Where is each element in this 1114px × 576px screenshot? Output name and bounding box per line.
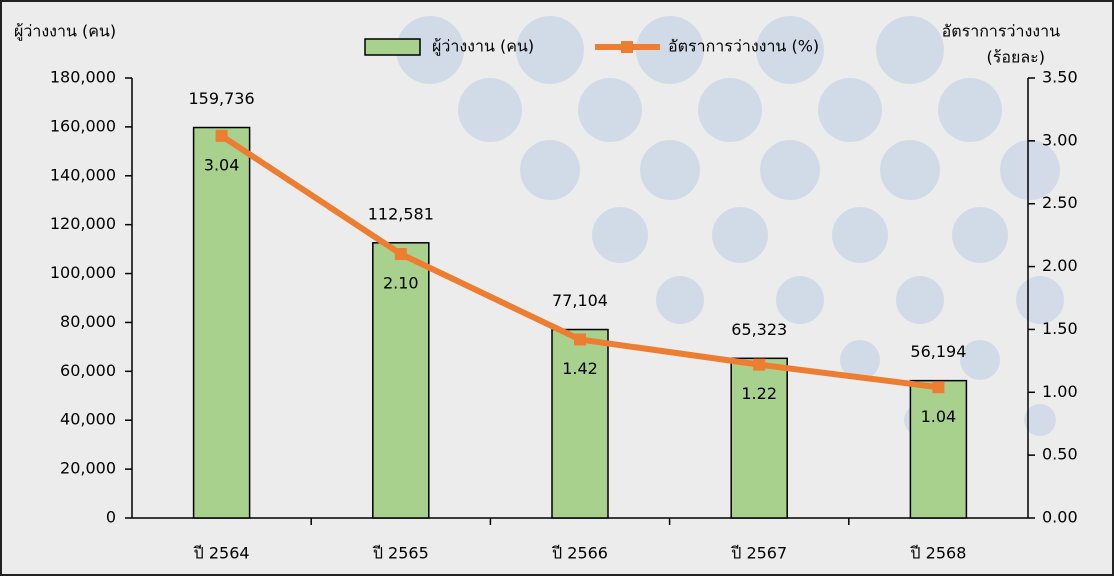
bar	[372, 242, 430, 519]
y2-tick-label: 3.50	[1042, 68, 1078, 87]
y-tick-label: 0	[106, 508, 116, 527]
line-value-label: 1.42	[562, 359, 598, 378]
y-tick-label: 120,000	[50, 214, 116, 233]
legend-swatch	[364, 38, 421, 56]
line-marker	[394, 248, 407, 260]
line-value-label: 1.22	[741, 384, 777, 403]
legend-swatch	[621, 41, 633, 53]
y-tick-label: 40,000	[60, 410, 116, 429]
line-value-label: 2.10	[383, 274, 419, 293]
y2-axis-title: อัตราการว่างงาน	[942, 22, 1060, 41]
legend-label: ผู้ว่างงาน (คน)	[432, 37, 534, 57]
y-tick-label: 140,000	[50, 165, 116, 184]
line-marker	[215, 129, 228, 142]
line-value-label: 3.04	[204, 155, 240, 174]
y-tick-label: 80,000	[60, 312, 116, 331]
y-tick-label: 100,000	[50, 263, 116, 282]
line-value-label: 1.04	[921, 407, 957, 426]
y-tick-label: 60,000	[60, 361, 116, 380]
bar-value-label: 77,104	[552, 291, 608, 310]
x-tick-label: ปี 2567	[731, 544, 787, 563]
bar-value-label: 56,194	[910, 342, 966, 361]
y-axis-title: ผู้ว่างงาน (คน)	[14, 22, 116, 42]
bar-value-label: 65,323	[731, 320, 787, 339]
x-tick-label: ปี 2566	[552, 544, 608, 563]
bar	[909, 379, 968, 519]
bar	[192, 126, 251, 519]
y2-axis-title: (ร้อยละ)	[987, 48, 1045, 67]
bar	[551, 328, 609, 519]
x-tick-label: ปี 2565	[372, 544, 428, 563]
y2-tick-label: 1.50	[1042, 319, 1078, 338]
bar-value-label: 159,736	[189, 89, 255, 108]
x-tick-label: ปี 2564	[193, 544, 249, 563]
bar	[730, 357, 788, 519]
y2-tick-label: 0.50	[1042, 445, 1078, 464]
line-marker	[932, 381, 945, 394]
bar-value-label: 112,581	[368, 204, 434, 223]
y-tick-label: 160,000	[50, 116, 116, 135]
line-marker	[753, 358, 766, 371]
y2-tick-label: 3.00	[1042, 130, 1078, 149]
line-marker	[574, 333, 586, 346]
x-tick-label: ปี 2568	[910, 544, 966, 563]
y-tick-label: 180,000	[50, 68, 116, 87]
legend-label: อัตราการว่างงาน (%)	[668, 37, 819, 56]
y-tick-label: 20,000	[60, 459, 116, 478]
decor-circles	[396, 16, 1064, 436]
y2-tick-label: 2.50	[1042, 193, 1078, 212]
y2-tick-label: 1.00	[1042, 382, 1078, 401]
y2-tick-label: 0.00	[1042, 508, 1078, 527]
y2-tick-label: 2.00	[1042, 256, 1078, 275]
